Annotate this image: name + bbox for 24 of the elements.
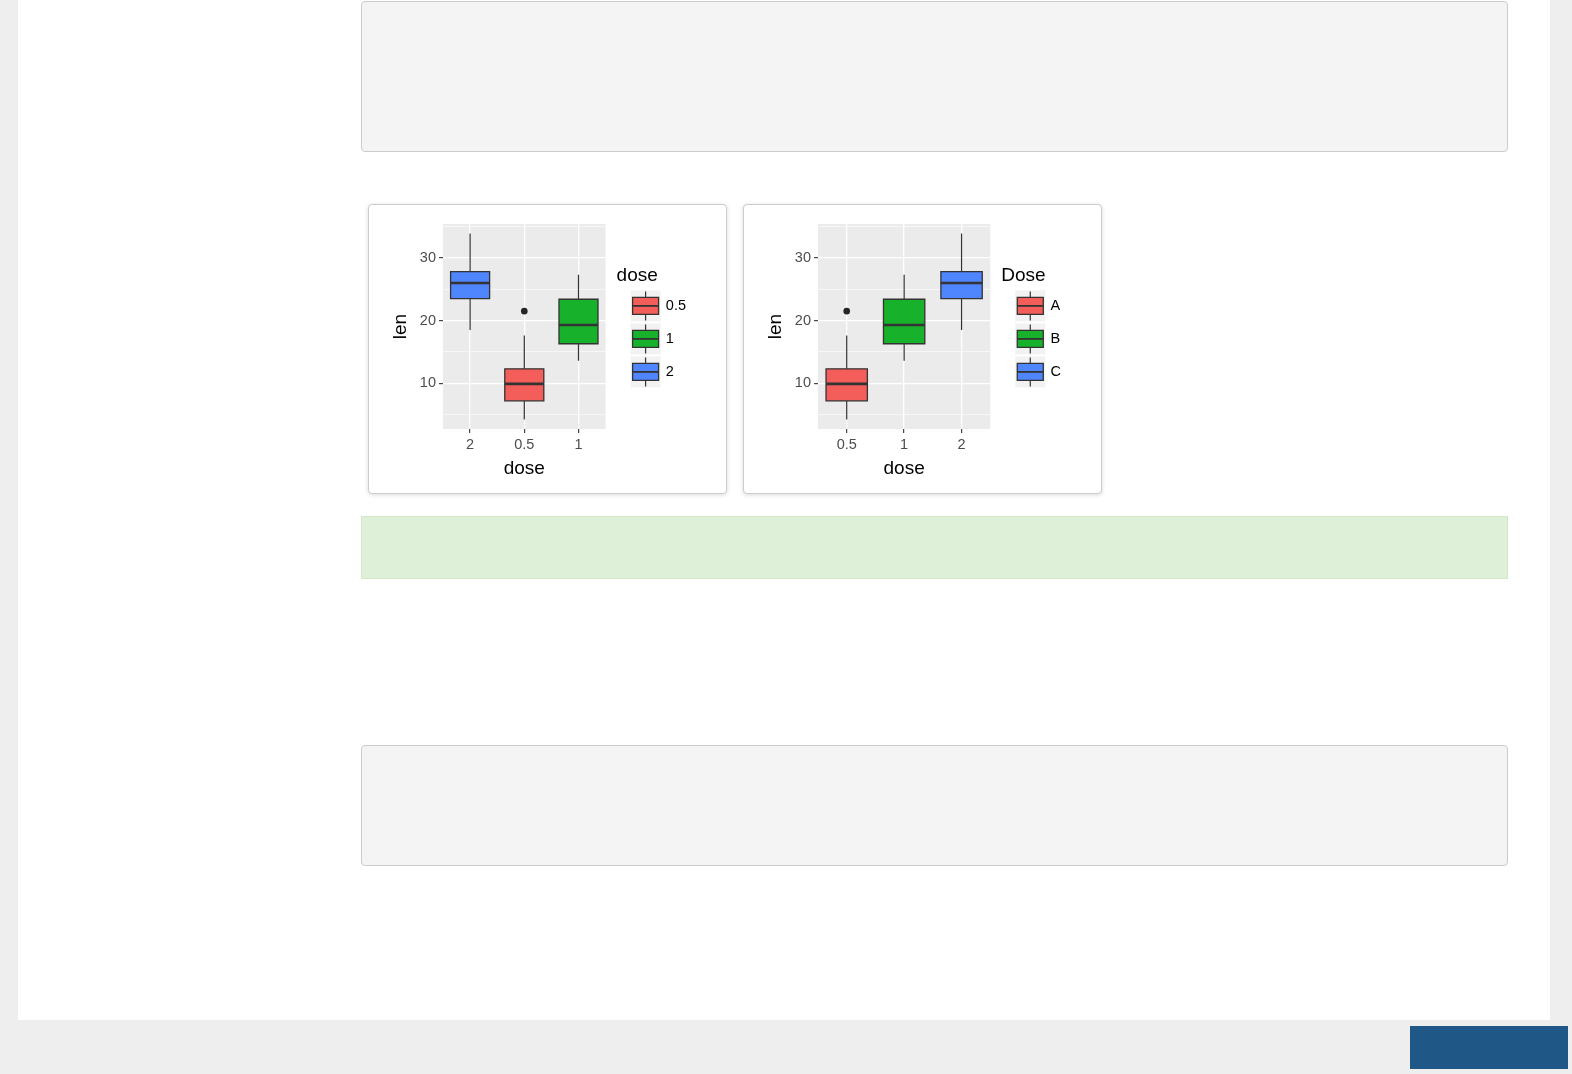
legend-label: B: [1050, 329, 1061, 346]
y-tick-label: 20: [794, 311, 811, 328]
x-tick-label: 2: [466, 435, 475, 452]
x-axis-title: dose: [883, 456, 925, 478]
x-tick-label: 0.5: [514, 435, 535, 452]
y-tick-label: 10: [794, 374, 811, 391]
y-tick-label: 30: [794, 248, 811, 265]
x-tick-label: 1: [900, 435, 909, 452]
y-axis-title: len: [763, 313, 785, 340]
y-tick-label: 20: [419, 311, 436, 328]
legend-title: dose: [616, 264, 658, 286]
x-tick-label: 0.5: [836, 435, 857, 452]
legend-label: 1: [665, 329, 674, 346]
y-tick-label: 10: [419, 374, 436, 391]
y-tick-label: 30: [419, 248, 436, 265]
legend-label: A: [1050, 296, 1061, 313]
x-axis-title: dose: [503, 456, 545, 478]
legend-label: 0.5: [665, 296, 687, 313]
legend-title: Dose: [1001, 264, 1046, 286]
y-axis-title: len: [388, 313, 410, 340]
x-tick-label: 2: [957, 435, 966, 452]
legend-label: 2: [665, 362, 674, 379]
legend-label: C: [1050, 362, 1062, 379]
x-tick-label: 1: [574, 435, 583, 452]
